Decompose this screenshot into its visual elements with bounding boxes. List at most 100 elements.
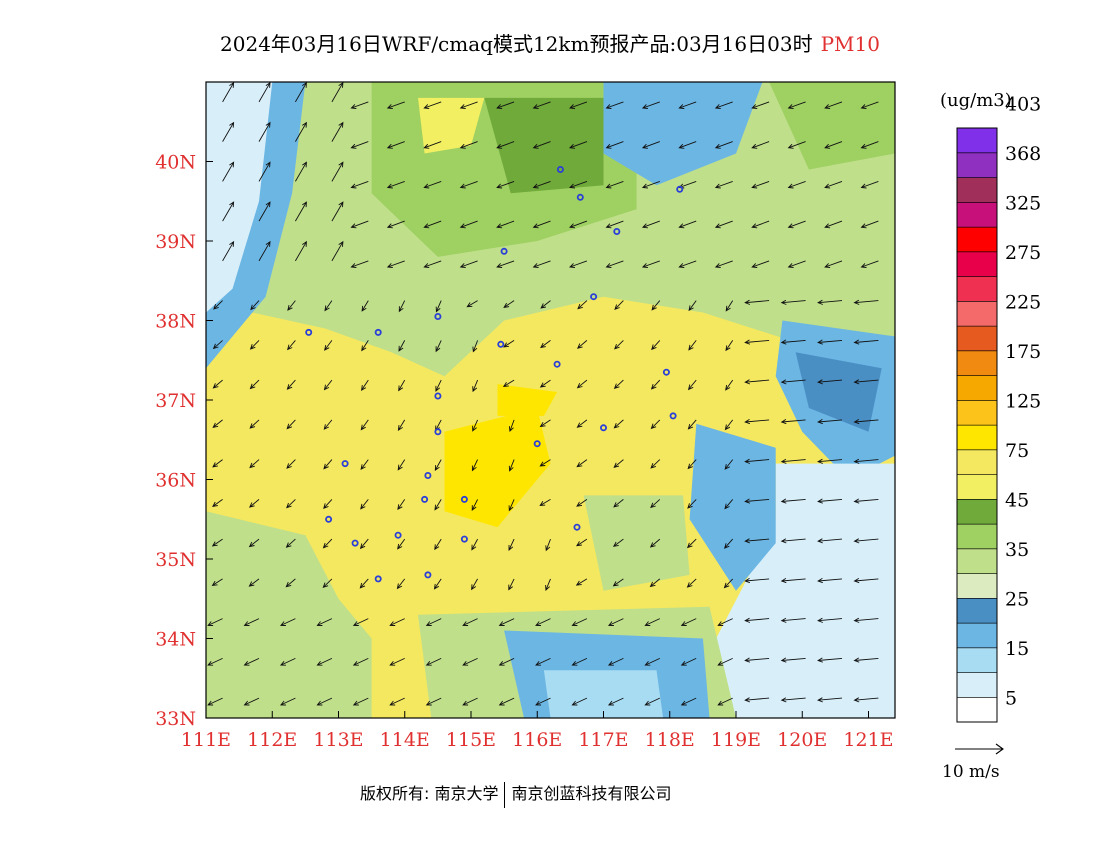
wind-arrow	[435, 340, 442, 353]
wind-arrow	[316, 657, 333, 666]
wind-arrow	[532, 260, 551, 268]
station-marker	[421, 495, 429, 503]
station-marker	[500, 247, 508, 255]
wind-arrow	[751, 220, 770, 229]
wind-arrow	[687, 379, 697, 391]
wind-arrow	[386, 220, 405, 229]
wind-arrow	[462, 657, 478, 666]
wind-arrow	[787, 141, 806, 149]
wind-arrow	[605, 180, 624, 189]
wind-arrow	[714, 260, 733, 268]
wind-arrow	[576, 459, 588, 468]
wind-arrow	[508, 419, 515, 433]
wind-arrow	[258, 121, 271, 142]
wind-arrow	[853, 617, 879, 623]
wind-arrow	[361, 300, 369, 312]
station-marker	[590, 293, 598, 301]
wind-arrow	[471, 538, 478, 551]
wind-arrow	[651, 300, 661, 311]
wind-arrow	[316, 697, 333, 706]
wind-arrow	[361, 340, 369, 352]
wind-arrow	[751, 180, 770, 189]
wind-arrow	[644, 657, 660, 666]
legend-swatch	[956, 202, 998, 228]
wind-arrow	[717, 657, 733, 666]
legend-swatch	[956, 226, 998, 253]
wind-arrow	[780, 617, 806, 623]
legend-swatch	[956, 350, 998, 376]
wind-arrow	[817, 617, 843, 623]
legend-swatch	[956, 127, 998, 154]
wind-arrow	[295, 201, 307, 222]
wind-arrow	[649, 578, 661, 588]
wind-arrow	[295, 121, 307, 142]
wind-arrow	[287, 300, 296, 311]
wind-arrow	[496, 260, 515, 268]
lat-tick-label: 38N	[155, 311, 196, 333]
wind-arrow	[496, 141, 515, 149]
wind-arrow	[817, 538, 843, 544]
wind-arrow	[222, 201, 235, 222]
legend-swatch	[956, 152, 998, 178]
wind-arrow	[787, 220, 806, 229]
wind-arrow	[853, 458, 879, 464]
wind-arrow	[350, 220, 369, 229]
wind-arrow	[397, 459, 406, 471]
wind-arrow	[462, 618, 478, 626]
wind-arrow	[397, 419, 406, 431]
wind-arrow	[352, 697, 369, 706]
lon-tick-label: 113E	[313, 729, 363, 751]
wind-arrow	[295, 82, 307, 103]
station-marker	[374, 575, 382, 583]
station-marker	[600, 424, 608, 432]
wind-arrow	[780, 578, 806, 584]
legend-frame	[956, 127, 998, 723]
lon-tick-label: 119E	[711, 729, 761, 751]
lat-tick-label: 33N	[155, 708, 196, 730]
wind-arrow	[744, 697, 770, 703]
legend-label: 275	[1005, 242, 1041, 264]
station-marker	[613, 227, 621, 235]
wind-arrow	[323, 419, 333, 430]
wind-arrow	[569, 141, 588, 149]
footer-divider	[504, 781, 506, 808]
legend-swatch	[956, 672, 998, 698]
wind-arrow	[423, 141, 442, 149]
wind-arrow	[472, 340, 479, 353]
wind-arrow	[613, 499, 624, 508]
lon-tick-label: 120E	[777, 729, 827, 751]
wind-arrow	[249, 340, 260, 350]
wind-arrow	[279, 697, 296, 706]
legend-label: 175	[1005, 341, 1041, 363]
wind-arrow	[614, 340, 624, 350]
field-sea-lightblue	[702, 463, 895, 718]
wind-arrow	[860, 220, 879, 229]
wind-arrow	[613, 419, 624, 429]
wind-arrow	[396, 578, 406, 590]
wind-arrow	[717, 697, 733, 706]
wind-arrow	[614, 300, 624, 310]
wind-arrow	[780, 498, 806, 504]
wind-arrow	[817, 578, 843, 584]
wind-arrow	[212, 459, 223, 468]
station-marker	[576, 193, 584, 201]
wind-arrow	[498, 618, 515, 626]
lon-tick-label: 111E	[181, 729, 231, 751]
station-marker	[497, 340, 505, 348]
title-main: 2024年03月16日WRF/cmaq模式12km预报产品:03月16日03时	[220, 32, 813, 56]
wind-arrow	[686, 578, 697, 588]
field-center-hotspot-north	[497, 384, 558, 416]
wind-arrow	[249, 419, 260, 429]
wind-arrow	[641, 180, 660, 189]
wind-arrow	[243, 618, 260, 626]
lon-tick-label: 112E	[247, 729, 297, 751]
field-shandong-south-green	[583, 495, 690, 591]
lon-tick-label: 117E	[578, 729, 628, 751]
wind-arrow	[222, 121, 235, 142]
wind-arrow	[222, 240, 235, 262]
wind-arrow	[496, 101, 515, 109]
field-north-yellow	[418, 97, 485, 154]
lat-tick-label: 36N	[155, 470, 196, 492]
wind-arrow	[744, 657, 770, 663]
